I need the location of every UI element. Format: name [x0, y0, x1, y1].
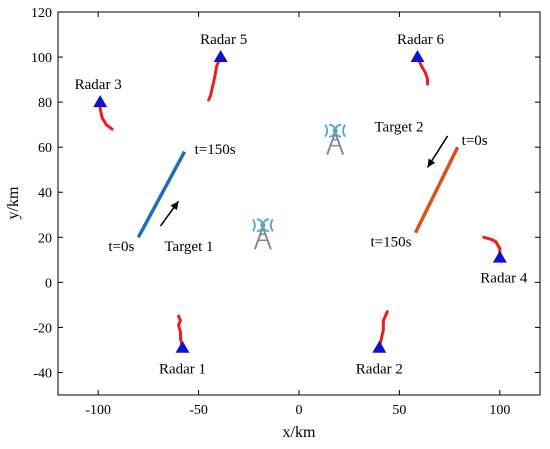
target-trajectory-2: [413, 146, 460, 234]
x-tick-label: -100: [85, 403, 111, 418]
y-tick-label: 60: [38, 141, 52, 156]
target2-direction-arrow-head: [427, 158, 436, 168]
radar-label-4: Radar 4: [480, 271, 528, 287]
radar-track-1: [177, 314, 185, 350]
tower-wave: [342, 124, 346, 138]
target-trajectory-1: [136, 150, 187, 239]
target1-direction-arrow-head: [170, 201, 179, 211]
tower-wave: [270, 218, 274, 232]
target2-start-label: t=0s: [462, 133, 488, 149]
radar-tracks: [98, 55, 502, 350]
radar-marker-2: [372, 340, 387, 353]
x-tick-label: 0: [296, 403, 303, 418]
radar-track-4: [482, 235, 502, 260]
tower-icon: [252, 218, 274, 250]
tower-wave: [324, 124, 328, 138]
target2-label: Target 2: [374, 119, 423, 135]
radar-marker-6: [410, 50, 425, 63]
target1-direction-arrow: [159, 200, 180, 227]
target1-label: Target 1: [164, 239, 213, 255]
radar-label-1: Radar 1: [159, 362, 206, 378]
radar-marker-3: [93, 95, 108, 108]
x-axis-label: x/km: [283, 424, 316, 441]
x-tick-label: 50: [392, 403, 406, 418]
x-tick-label: -50: [189, 403, 208, 418]
tower-icons: [252, 123, 346, 250]
y-tick-label: -40: [33, 366, 52, 381]
y-tick-label: -20: [33, 321, 52, 336]
x-tick-label: 100: [489, 403, 510, 418]
axis-tick-labels: -100 -50 0 50 100 -40 -20 0 20 40 60 80 100 120: [31, 6, 510, 418]
radar-label-2: Radar 2: [356, 362, 403, 378]
target-trajectories: [136, 146, 460, 239]
radar-track-5: [207, 55, 223, 102]
tower-wave: [334, 123, 342, 138]
y-tick-label: 100: [31, 51, 52, 66]
tower-icon: [324, 123, 346, 156]
y-tick-label: 20: [38, 231, 52, 246]
annotations: Radar 1 Radar 2 Radar 3 Radar 4 Radar 5 Radar…: [75, 32, 528, 378]
radar-label-5: Radar 5: [200, 32, 247, 48]
y-tick-label: 40: [38, 186, 52, 201]
tower-wave: [252, 218, 256, 232]
radar-track-6: [415, 55, 430, 86]
tower-wave: [261, 218, 269, 233]
target1-end-label: t=150s: [195, 142, 236, 158]
y-axis-label: y/km: [5, 186, 22, 219]
radar-marker-1: [175, 340, 190, 353]
radar-marker-4: [492, 250, 507, 263]
radar-label-3: Radar 3: [75, 77, 122, 93]
target2-direction-arrow: [426, 135, 449, 168]
radar-markers: [93, 50, 507, 353]
y-tick-label: 80: [38, 96, 52, 111]
radar-label-6: Radar 6: [397, 32, 445, 48]
y-tick-label: 120: [31, 6, 52, 21]
radar-track-2: [377, 310, 389, 350]
axis-ticks: [58, 11, 540, 395]
radar-marker-5: [213, 50, 228, 63]
target2-end-label: t=150s: [370, 234, 411, 250]
target1-start-label: t=0s: [108, 239, 134, 255]
y-tick-label: 0: [45, 276, 52, 291]
plot-frame: [57, 11, 541, 396]
